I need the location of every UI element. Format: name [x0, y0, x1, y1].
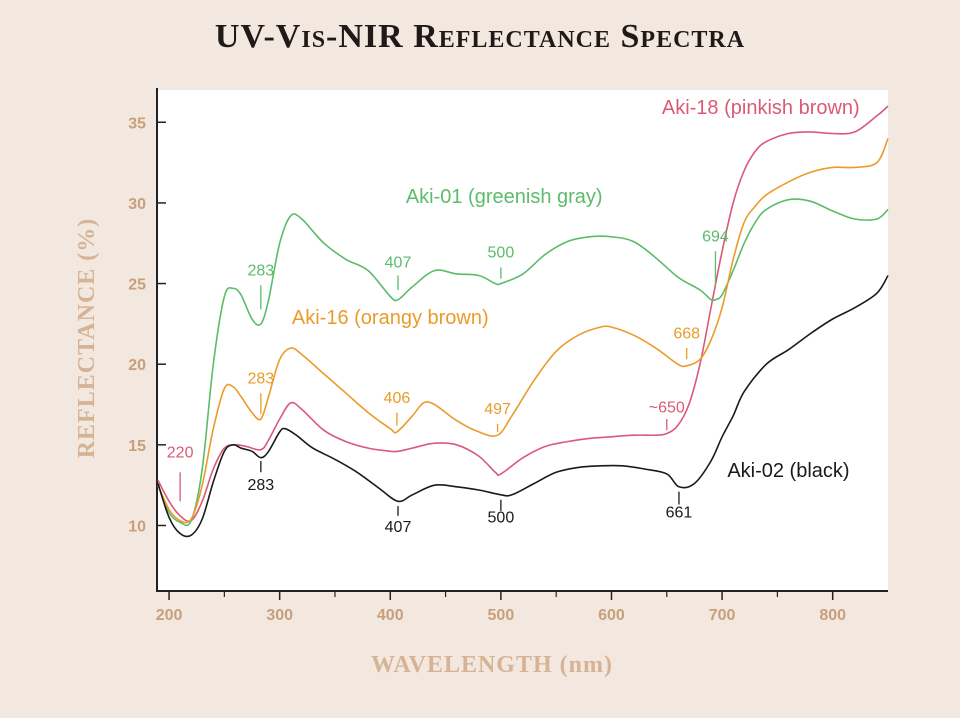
x-tick-label: 200: [156, 607, 183, 624]
y-tick-label: 30: [128, 196, 146, 213]
chart-title: UV-Vis-NIR Reflectance Spectra: [214, 18, 746, 55]
peak-label: 500: [488, 245, 515, 262]
peak-label: 661: [666, 504, 693, 521]
x-axis-ticks: 200 300 400 500 600 700 800: [156, 590, 846, 624]
series-label: Aki-16 (orangy brown): [292, 307, 489, 329]
y-tick-label: 20: [128, 357, 146, 374]
peak-label: 283: [248, 371, 275, 388]
x-axis-title: WAVELENGTH (nm): [371, 652, 613, 678]
peak-label: 406: [384, 390, 411, 407]
y-tick-label: 25: [128, 277, 146, 294]
peak-annotations: 220 283 407 500 694 283 406 497 668 ~650 283 407 500…: [167, 229, 729, 536]
y-tick-label: 35: [128, 115, 146, 132]
peak-label: 668: [673, 325, 700, 342]
series-layer: [157, 105, 889, 538]
series-label: Aki-02 (black): [727, 460, 849, 482]
peak-label: 500: [488, 509, 515, 526]
y-axis-ticks: 10 15 20 25 30 35: [128, 115, 166, 535]
x-tick-label: 400: [377, 607, 404, 624]
peak-label: 283: [248, 477, 275, 494]
peak-label: ~650: [649, 400, 685, 417]
x-tick-label: 600: [598, 607, 625, 624]
series-line-1: [157, 198, 889, 527]
peak-label: 220: [167, 445, 194, 462]
peak-label: 497: [484, 401, 511, 418]
y-tick-label: 10: [128, 518, 146, 535]
peak-label: 407: [385, 519, 412, 536]
peak-label: 407: [385, 254, 412, 271]
x-tick-label: 700: [709, 607, 736, 624]
peak-label: 694: [702, 229, 729, 246]
y-tick-label: 15: [128, 438, 146, 455]
x-tick-label: 300: [266, 607, 293, 624]
series-label: Aki-18 (pinkish brown): [662, 97, 860, 119]
peak-label: 283: [248, 262, 275, 279]
series-line-2: [157, 138, 889, 524]
series-line-0: [157, 105, 889, 523]
x-tick-label: 500: [488, 607, 515, 624]
series-label: Aki-01 (greenish gray): [406, 186, 603, 208]
series-line-3: [157, 275, 889, 538]
y-axis-title: REFLECTANCE (%): [74, 218, 100, 459]
plot-area: [158, 90, 888, 590]
series-labels: Aki-18 (pinkish brown) Aki-01 (greenish g…: [292, 97, 860, 482]
x-tick-label: 800: [819, 607, 846, 624]
